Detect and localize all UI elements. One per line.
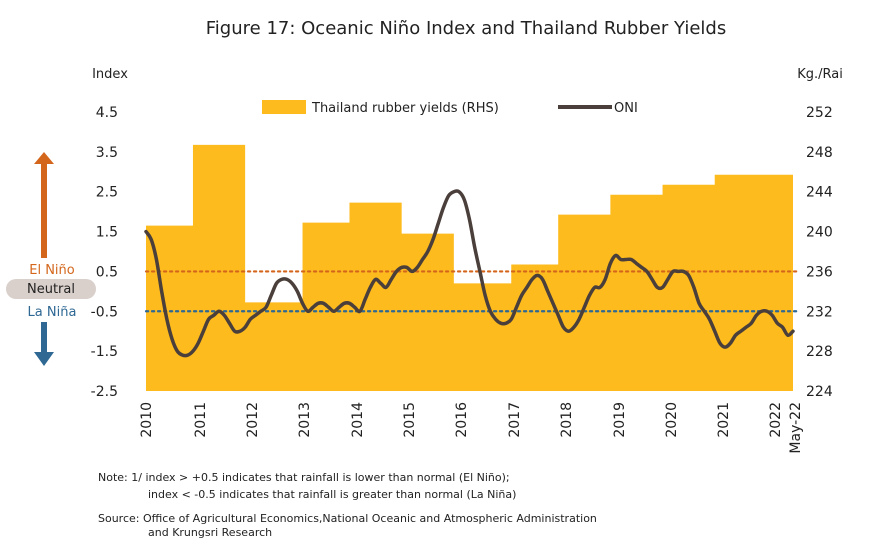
legend-label-oni: ONI [614, 101, 638, 116]
x-tick-label: 2021 [716, 402, 732, 438]
x-tick-label: 2012 [245, 402, 261, 438]
legend-label-yield: Thailand rubber yields (RHS) [311, 101, 499, 116]
right-tick-label: 228 [806, 344, 833, 360]
right-axis: 252 248 244 240 236 232 228 224 [806, 105, 833, 400]
yield-area [146, 144, 793, 391]
note-line-1: Note: 1/ index > +0.5 indicates that rai… [98, 471, 510, 484]
left-axis: 4.5 3.5 2.5 1.5 0.5 -0.5 -1.5 -2.5 [91, 105, 118, 400]
right-tick-label: 244 [806, 185, 833, 201]
x-tick-label: 2016 [454, 402, 470, 438]
chart-title: Figure 17: Oceanic Niño Index and Thaila… [206, 18, 726, 39]
x-tick-label: 2019 [612, 402, 628, 438]
left-tick-label: 2.5 [96, 185, 118, 201]
x-tick-label: 2011 [193, 402, 209, 438]
legend-swatch-yield [262, 100, 306, 114]
plot-area [144, 144, 799, 391]
neutral-label: Neutral [27, 282, 75, 297]
right-tick-label: 232 [806, 304, 833, 320]
x-tick-label: 2015 [402, 402, 418, 438]
right-axis-title: Kg./Rai [797, 67, 843, 82]
x-tick-label: 2020 [664, 402, 680, 438]
x-tick-label: 2022 [768, 402, 784, 438]
x-tick-label: 2010 [139, 402, 155, 438]
right-tick-label: 236 [806, 264, 833, 280]
left-axis-title: Index [92, 67, 128, 82]
left-tick-label: -1.5 [91, 344, 118, 360]
source-line-1: Source: Office of Agricultural Economics… [98, 512, 597, 525]
left-tick-label: 0.5 [96, 264, 118, 280]
right-tick-label: 240 [806, 225, 833, 241]
el-nino-label: El Niño [29, 263, 75, 278]
right-tick-label: 252 [806, 105, 833, 121]
source-line-2: and Krungsri Research [148, 526, 272, 539]
right-tick-label: 224 [806, 384, 833, 400]
x-tick-label: 2014 [350, 402, 366, 438]
left-tick-label: 1.5 [96, 225, 118, 241]
right-tick-label: 248 [806, 145, 833, 161]
left-tick-label: -2.5 [91, 384, 118, 400]
oni-line [144, 189, 795, 358]
x-tick-label: 2017 [507, 402, 523, 438]
la-nina-label: La Niña [28, 305, 77, 320]
el-nino-arrow-icon [34, 152, 54, 258]
la-nina-arrow-icon [34, 322, 54, 366]
x-tick-label: 2013 [297, 402, 313, 438]
left-tick-label: -0.5 [91, 304, 118, 320]
left-tick-label: 3.5 [96, 145, 118, 161]
left-tick-label: 4.5 [96, 105, 118, 121]
x-axis: 2010 2011 2012 2013 2014 2015 2016 2017 2018 2019… [139, 402, 804, 454]
x-tick-label: May-22 [788, 402, 804, 454]
note-line-2: index < -0.5 indicates that rainfall is … [148, 488, 516, 501]
x-tick-label: 2018 [559, 402, 575, 438]
neutral-badge [6, 279, 96, 299]
